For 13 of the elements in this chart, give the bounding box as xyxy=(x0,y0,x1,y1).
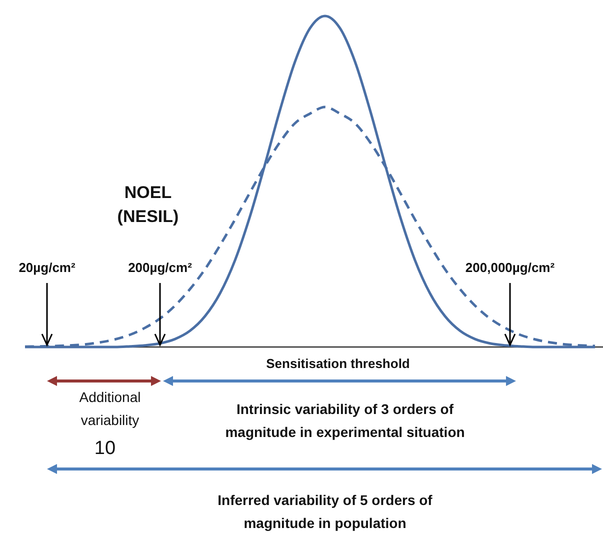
text: Inferred variability of 5 orders of xyxy=(218,492,433,508)
text: magnitude in experimental situation xyxy=(225,424,465,440)
text: Intrinsic variability of 3 orders of xyxy=(236,401,454,417)
annotation: 200µg/cm² xyxy=(128,260,193,275)
text: Sensitisation threshold xyxy=(266,356,410,371)
annotation: 20µg/cm² xyxy=(18,260,76,275)
text: variability xyxy=(80,412,140,428)
text: 10 xyxy=(94,438,116,459)
annotation: NOEL xyxy=(124,183,172,202)
text: magnitude in population xyxy=(244,515,406,531)
annotation: 200,000µg/cm² xyxy=(465,260,556,275)
text: Additional xyxy=(79,389,141,405)
annotation: (NESIL) xyxy=(117,207,179,226)
